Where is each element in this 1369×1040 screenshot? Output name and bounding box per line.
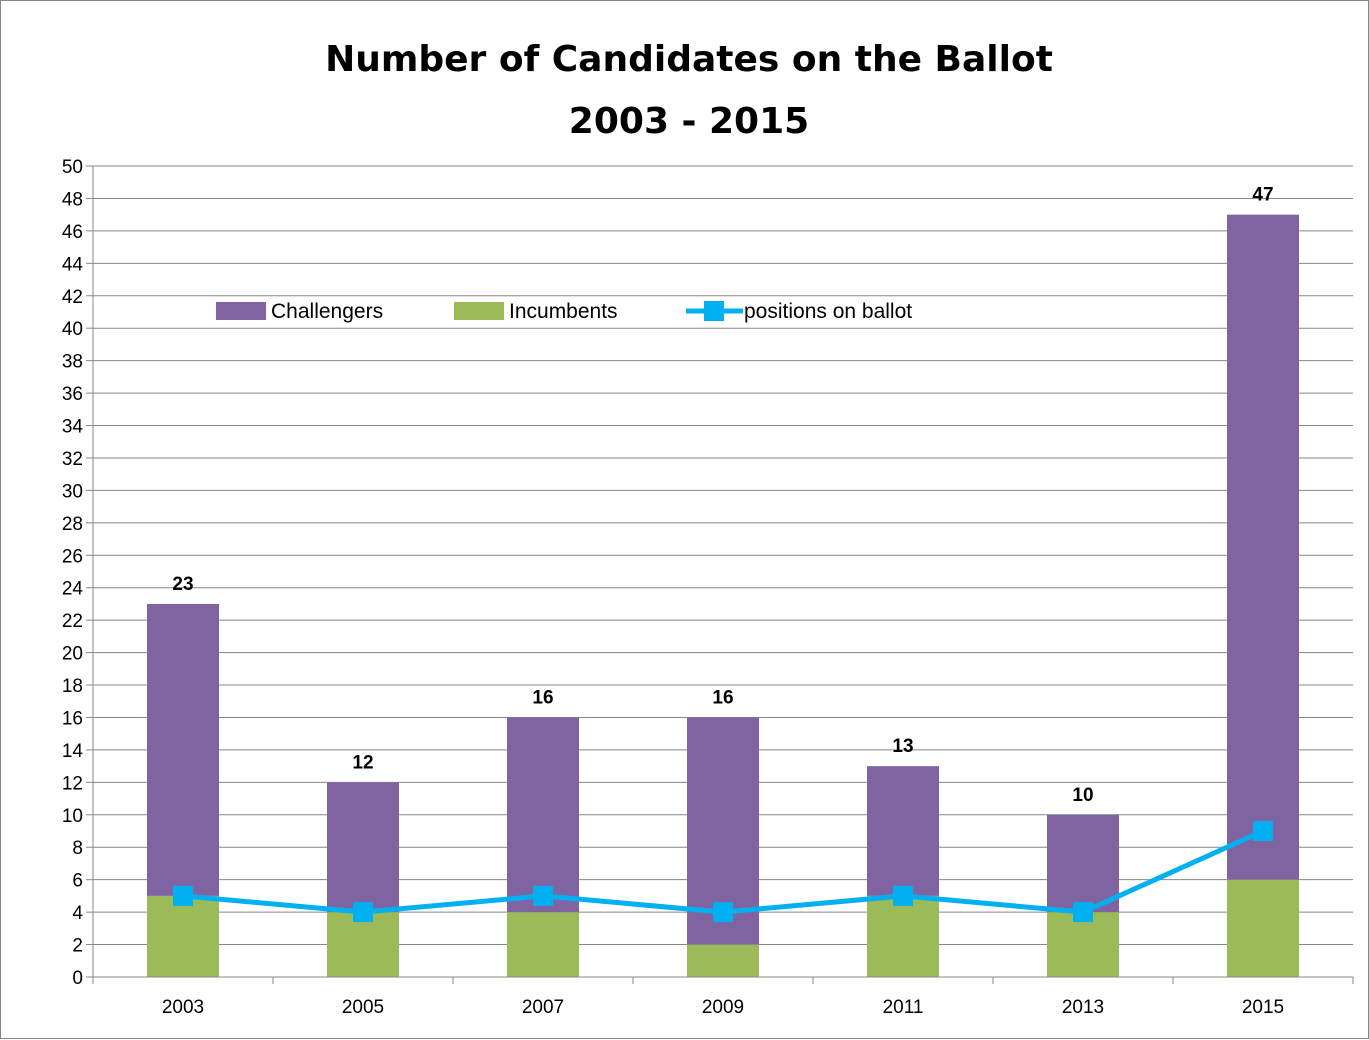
bar-incumbents-2007 (507, 912, 579, 977)
y-tick-label-18: 18 (62, 676, 83, 697)
y-tick-label-4: 4 (72, 903, 83, 924)
marker-positions-2015 (1253, 821, 1273, 842)
data-label-total-2013: 10 (1072, 785, 1093, 806)
y-tick-label-38: 38 (62, 352, 83, 373)
axes: 0246810121416182022242628303234363840424… (62, 157, 1354, 1018)
legend-label-positions: positions on ballot (744, 300, 912, 323)
y-tick-label-26: 26 (62, 546, 83, 567)
bar-challengers-2011 (867, 766, 939, 896)
bar-incumbents-2005 (327, 912, 399, 977)
x-tick-label-2011: 2011 (883, 997, 924, 1018)
data-label-total-2009: 16 (712, 687, 733, 708)
bar-challengers-2013 (1047, 814, 1119, 913)
y-tick-label-14: 14 (62, 741, 84, 762)
x-tick-label-2009: 2009 (702, 997, 744, 1018)
bar-incumbents-2009 (687, 944, 759, 977)
y-tick-label-42: 42 (62, 287, 83, 308)
x-tick-label-2007: 2007 (522, 997, 564, 1018)
data-label-total-2007: 16 (532, 687, 553, 708)
bar-challengers-2005 (327, 782, 399, 913)
y-tick-label-12: 12 (62, 773, 83, 794)
y-tick-label-48: 48 (62, 189, 83, 210)
marker-positions-2013 (1073, 902, 1093, 923)
y-tick-label-22: 22 (62, 611, 83, 632)
y-tick-label-46: 46 (62, 222, 83, 243)
legend-label-challengers: Challengers (271, 300, 383, 323)
marker-positions-2005 (353, 902, 373, 923)
x-tick-label-2003: 2003 (162, 997, 204, 1018)
marker-positions-2003 (173, 885, 193, 906)
y-tick-label-34: 34 (62, 417, 84, 438)
gridlines (93, 165, 1353, 946)
x-tick-label-2015: 2015 (1242, 997, 1284, 1018)
y-tick-label-36: 36 (62, 384, 83, 405)
legend-swatch-incumbents (454, 302, 504, 320)
y-tick-label-40: 40 (62, 319, 83, 340)
marker-positions-2007 (533, 885, 553, 906)
legend-label-incumbents: Incumbents (509, 300, 618, 323)
y-tick-label-44: 44 (62, 254, 84, 275)
marker-positions-2011 (893, 885, 913, 906)
chart-title-line-1: Number of Candidates on the Ballot (325, 39, 1053, 80)
y-tick-label-28: 28 (62, 514, 83, 535)
legend-marker-positions (704, 301, 724, 321)
bar-challengers-2015 (1227, 214, 1299, 880)
x-tick-label-2005: 2005 (342, 997, 384, 1018)
data-label-total-2005: 12 (352, 752, 373, 773)
data-labels: 23 12 16 16 13 10 47 (172, 185, 1273, 806)
data-label-total-2015: 47 (1252, 185, 1273, 206)
bar-incumbents-2013 (1047, 912, 1119, 977)
chart-title-line-2: 2003 - 2015 (569, 101, 809, 142)
y-tick-label-50: 50 (62, 157, 83, 178)
bar-incumbents-2003 (147, 895, 219, 977)
bars (147, 214, 1299, 977)
bar-incumbents-2015 (1227, 879, 1299, 977)
legend: Challengers Incumbents positions on ballot (216, 300, 912, 323)
y-tick-label-6: 6 (72, 871, 83, 892)
y-tick-label-8: 8 (72, 838, 83, 859)
y-tick-label-0: 0 (72, 968, 83, 989)
marker-positions-2009 (713, 902, 733, 923)
y-tick-label-32: 32 (62, 449, 83, 470)
positions-line (173, 821, 1273, 923)
bar-incumbents-2011 (867, 895, 939, 977)
y-tick-label-20: 20 (62, 644, 83, 665)
y-tick-label-2: 2 (72, 936, 83, 957)
y-tick-label-30: 30 (62, 481, 83, 502)
data-label-total-2011: 13 (892, 736, 913, 757)
y-tick-label-24: 24 (62, 579, 84, 600)
bar-challengers-2003 (147, 603, 219, 896)
y-tick-label-10: 10 (62, 806, 83, 827)
legend-swatch-challengers (216, 302, 266, 320)
y-tick-label-16: 16 (62, 708, 83, 729)
bar-challengers-2007 (507, 717, 579, 913)
data-label-total-2003: 23 (172, 574, 193, 595)
x-tick-label-2013: 2013 (1062, 997, 1104, 1018)
